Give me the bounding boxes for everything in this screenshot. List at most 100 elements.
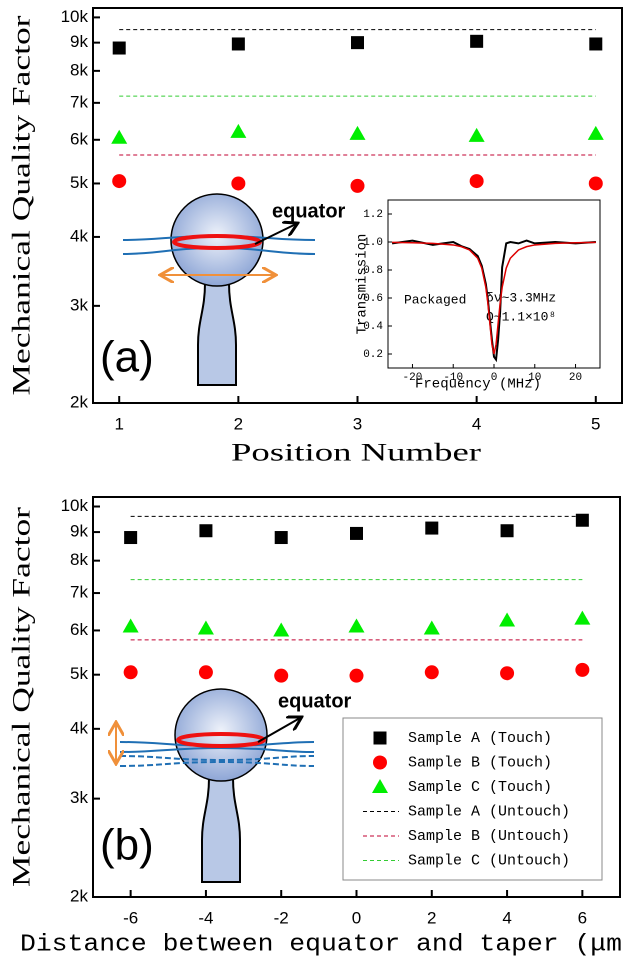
marker-circle (349, 668, 364, 683)
y-tick-label: 3k (70, 788, 88, 807)
x-tick-label: -20 (403, 372, 423, 384)
marker-triangle (423, 620, 440, 635)
x-tick-label: 5 (591, 414, 600, 433)
legend-box (342, 717, 603, 881)
x-tick-label: 10 (528, 372, 541, 384)
panel-label: (b) (100, 821, 154, 870)
marker-triangle (574, 610, 591, 625)
y-tick-label: 6k (70, 620, 88, 639)
plot-frame (387, 199, 601, 369)
marker-circle (112, 174, 127, 189)
y-axis-label: Mechanical Quality Factor (9, 15, 36, 396)
x-tick-label: 2 (427, 908, 436, 927)
marker-triangle (230, 123, 247, 138)
marker-triangle (197, 620, 214, 635)
x-tick-label: 20 (569, 372, 582, 384)
y-tick-label: 0.6 (363, 293, 383, 305)
x-tick-label: 3 (353, 414, 362, 433)
x-tick-label: -4 (198, 908, 213, 927)
y-tick-label: 2k (70, 886, 88, 905)
marker-triangle (468, 127, 485, 142)
marker-square (500, 524, 514, 538)
x-tick-label: -2 (274, 908, 289, 927)
marker-circle (500, 666, 515, 681)
annotation: δν~3.3MHz (486, 290, 556, 305)
legend-label: Sample B (Touch) (408, 754, 552, 771)
legend-label: Sample A (Touch) (408, 730, 552, 747)
y-tick-label: 9k (70, 32, 88, 51)
annotation: equator (278, 690, 352, 712)
marker-triangle (372, 779, 388, 793)
resonator-illustration (116, 688, 315, 883)
annotation: Q~1.1×10⁸ (486, 309, 556, 324)
y-tick-label: 5k (70, 664, 88, 683)
y-axis-label: Transmission (355, 234, 371, 335)
x-tick-label: 4 (472, 414, 481, 433)
x-axis-label: Frequency (MHz) (415, 377, 541, 393)
marker-triangle (273, 622, 290, 637)
y-tick-label: 7k (70, 583, 88, 602)
marker-circle (350, 178, 365, 193)
marker-circle (198, 665, 213, 680)
y-tick-label: 8k (70, 60, 88, 79)
marker-square (373, 731, 387, 745)
marker-triangle (587, 125, 604, 140)
legend-label: Sample C (Untouch) (408, 852, 570, 869)
legend-label: Sample B (Untouch) (408, 828, 570, 845)
marker-circle (123, 665, 138, 680)
marker-square (199, 524, 213, 538)
marker-circle (469, 174, 484, 189)
marker-square (351, 36, 364, 50)
y-tick-label: 10k (61, 7, 89, 26)
x-tick-label: 4 (502, 908, 511, 927)
y-tick-label: 6k (70, 129, 88, 148)
marker-circle (588, 176, 603, 191)
marker-square (589, 37, 603, 51)
x-tick-label: 0 (352, 908, 361, 927)
marker-square (470, 34, 484, 48)
marker-circle (231, 176, 246, 191)
marker-triangle (499, 612, 516, 627)
y-tick-label: 3k (70, 295, 88, 314)
x-tick-label: 6 (578, 908, 587, 927)
y-tick-label: 1.2 (363, 209, 383, 221)
y-tick-label: 7k (70, 92, 88, 111)
y-tick-label: 9k (70, 522, 88, 541)
marker-square (124, 531, 138, 545)
annotation: equator (272, 200, 346, 222)
marker-square (350, 526, 363, 540)
marker-triangle (349, 125, 366, 140)
y-tick-label: 10k (61, 496, 89, 515)
annotation: Packaged (404, 292, 466, 307)
y-tick-label: 1.0 (363, 237, 383, 249)
legend-label: Sample C (Touch) (408, 779, 552, 796)
marker-circle (424, 665, 439, 680)
x-tick-label: 0 (491, 372, 498, 384)
marker-circle (575, 662, 590, 677)
y-tick-label: 5k (70, 173, 88, 192)
y-axis-label: Mechanical Quality Factor (9, 506, 36, 887)
x-tick-label: -6 (123, 908, 138, 927)
line-series (392, 241, 596, 355)
y-tick-label: 0.4 (363, 321, 383, 333)
x-tick-label: 1 (114, 414, 123, 433)
x-axis-label: Distance between equator and taper (μm (20, 931, 622, 958)
legend-label: Sample A (Untouch) (408, 803, 570, 820)
y-tick-label: 4k (70, 718, 88, 737)
y-tick-label: 0.8 (363, 265, 383, 277)
x-tick-label: -10 (443, 372, 463, 384)
marker-square (425, 521, 439, 535)
x-axis-label: Position Number (231, 440, 482, 467)
y-tick-label: 8k (70, 550, 88, 569)
resonator-illustration (122, 193, 316, 386)
y-tick-label: 2k (70, 392, 88, 411)
y-tick-label: 0.2 (363, 349, 383, 361)
marker-triangle (122, 618, 139, 633)
marker-circle (274, 668, 289, 683)
marker-square (274, 531, 288, 545)
marker-triangle (348, 618, 365, 633)
marker-circle (373, 755, 387, 770)
marker-triangle (111, 129, 128, 144)
